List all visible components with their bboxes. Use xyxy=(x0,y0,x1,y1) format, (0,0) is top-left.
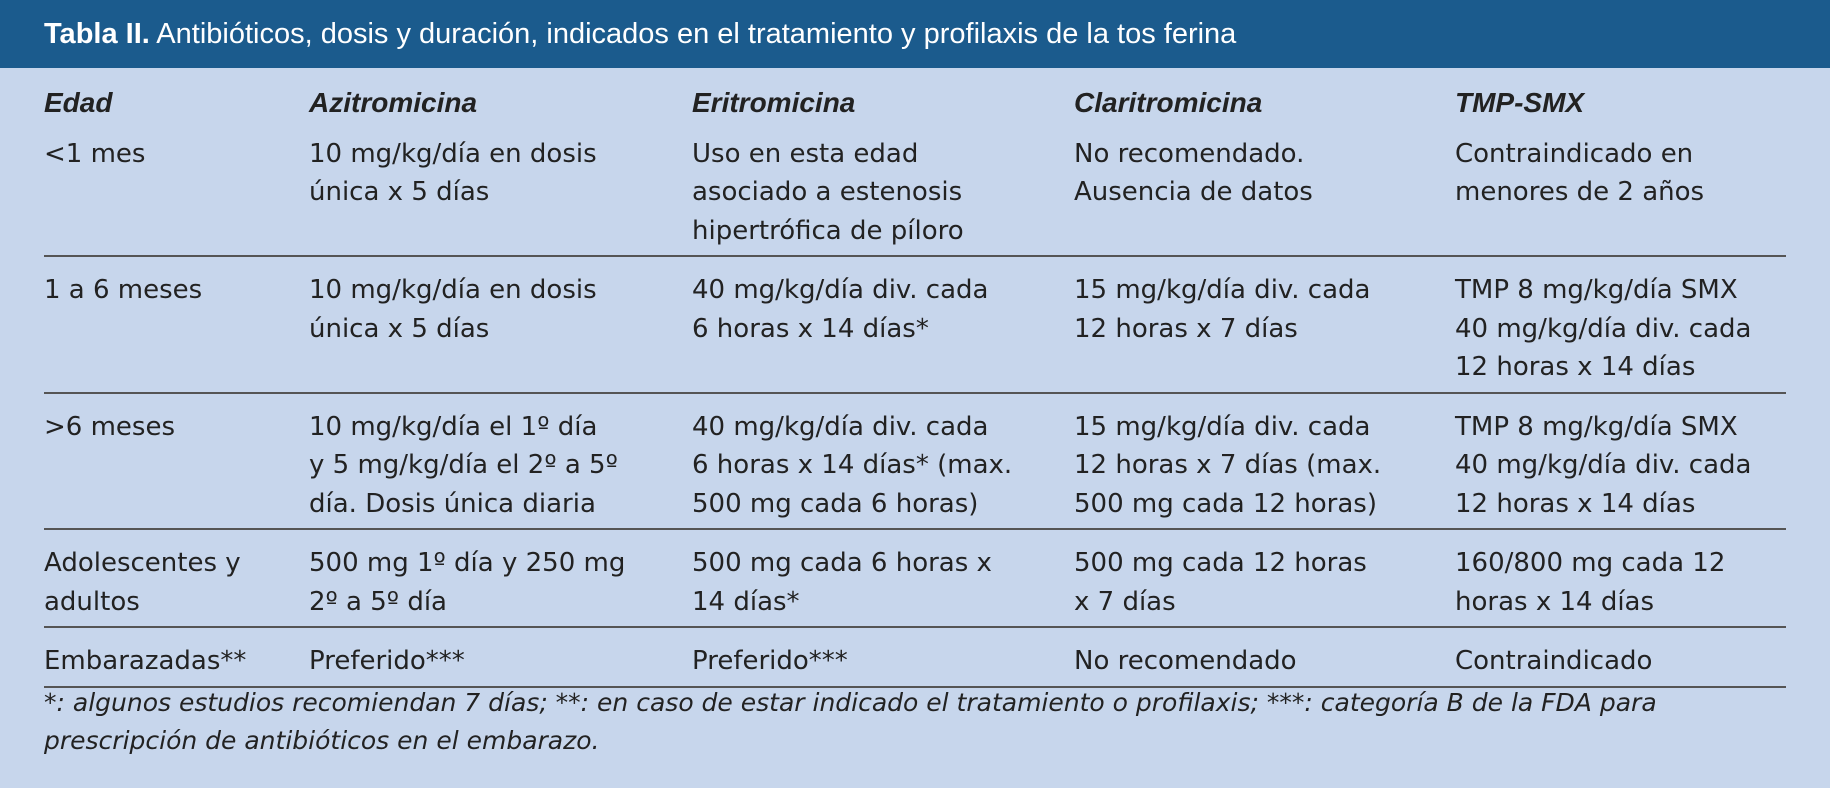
cell-line: y 5 mg/kg/día el 2º a 5º xyxy=(309,450,618,480)
cell-line: hipertrófica de píloro xyxy=(692,215,964,246)
table-cell: Adolescentes y adultos xyxy=(44,529,309,627)
cell-line: única x 5 días xyxy=(309,313,490,344)
cell-line: 10 mg/kg/día en dosis xyxy=(309,138,597,169)
footnote-line: prescripción de antibióticos en el embar… xyxy=(44,726,600,755)
table-cell: >6 meses xyxy=(44,393,309,530)
cell-line: única x 5 días xyxy=(309,177,490,207)
cell-line: menores de 2 años xyxy=(1455,177,1705,207)
cell-line: TMP 8 mg/kg/día SMX xyxy=(1455,411,1738,442)
cell-line: 500 mg cada 6 horas x xyxy=(692,548,992,578)
table-row: Embarazadas** Preferido*** Preferido*** No … xyxy=(44,627,1786,687)
cell-line: 40 mg/kg/día div. cada xyxy=(692,411,989,442)
table-cell: <1 mes xyxy=(44,135,309,257)
cell-line: adultos xyxy=(44,586,140,617)
table-label: Tabla II. xyxy=(44,18,150,50)
table-cell: 10 mg/kg/día en dosis única x 5 días xyxy=(309,256,692,393)
cell-line: Contraindicado xyxy=(1455,646,1653,676)
cell-line: 10 mg/kg/día el 1º día xyxy=(309,411,598,442)
table-cell: 1 a 6 meses xyxy=(44,256,309,393)
cell-line: 12 horas x 14 días xyxy=(1455,352,1696,382)
table-row: 1 a 6 meses 10 mg/kg/día en dosis única x … xyxy=(44,256,1786,393)
cell-line: Uso en esta edad xyxy=(692,138,919,169)
cell-line: x 7 días xyxy=(1074,586,1176,617)
header-row: Edad Azitromicina Eritromicina Claritromici… xyxy=(44,68,1786,135)
cell-line: 6 horas x 14 días* (max. xyxy=(692,450,1013,480)
dosage-table: Edad Azitromicina Eritromicina Claritromici… xyxy=(44,68,1786,688)
cell-line: 12 horas x 7 días (max. xyxy=(1074,450,1382,480)
cell-line: 40 mg/kg/día div. cada xyxy=(1455,450,1752,480)
cell-line: 1 a 6 meses xyxy=(44,275,203,305)
table-cell: Preferido*** xyxy=(309,627,692,687)
cell-line: 500 mg cada 12 horas) xyxy=(1074,488,1377,519)
cell-line: 2º a 5º día xyxy=(309,586,447,617)
cell-line: asociado a estenosis xyxy=(692,177,963,207)
table-cell: 10 mg/kg/día el 1º día y 5 mg/kg/día el 2… xyxy=(309,393,692,530)
cell-line: 500 mg cada 12 horas xyxy=(1074,548,1367,578)
cell-line: 10 mg/kg/día en dosis xyxy=(309,275,597,305)
table-cell: 500 mg cada 6 horas x 14 días* xyxy=(692,529,1074,627)
cell-line: 12 horas x 7 días xyxy=(1074,313,1298,344)
column-header: Claritromicina xyxy=(1074,87,1263,118)
cell-line: Contraindicado en xyxy=(1455,138,1694,169)
cell-line: Adolescentes y xyxy=(44,548,241,578)
cell-line: No recomendado xyxy=(1074,646,1297,676)
cell-line: 500 mg cada 6 horas) xyxy=(692,488,979,519)
cell-line: 500 mg 1º día y 250 mg xyxy=(309,548,626,578)
table-cell: 500 mg cada 12 horas x 7 días xyxy=(1074,529,1455,627)
column-header: Azitromicina xyxy=(309,87,478,118)
table-cell: 160/800 mg cada 12 horas x 14 días xyxy=(1455,529,1786,627)
table-cell: 15 mg/kg/día div. cada 12 horas x 7 días … xyxy=(1074,393,1455,530)
cell-line: <1 mes xyxy=(44,138,146,169)
table-title: Antibióticos, dosis y duración, indicado… xyxy=(156,18,1237,50)
cell-line: Preferido*** xyxy=(692,646,848,676)
table-body: <1 mes 10 mg/kg/día en dosis única x 5 día… xyxy=(44,135,1786,687)
table-cell: Preferido*** xyxy=(692,627,1074,687)
cell-line: Embarazadas** xyxy=(44,646,247,676)
table-cell: No recomendado xyxy=(1074,627,1455,687)
cell-line: TMP 8 mg/kg/día SMX xyxy=(1455,275,1738,305)
footnote: *: algunos estudios recomiendan 7 días; … xyxy=(44,684,1657,760)
column-header: Edad xyxy=(44,87,113,118)
table-row: >6 meses 10 mg/kg/día el 1º día y 5 mg/kg/… xyxy=(44,393,1786,530)
cell-line: 15 mg/kg/día div. cada xyxy=(1074,275,1371,305)
table-cell: 500 mg 1º día y 250 mg 2º a 5º día xyxy=(309,529,692,627)
cell-line: 6 horas x 14 días* xyxy=(692,313,929,344)
table-cell: Embarazadas** xyxy=(44,627,309,687)
footnote-line: *: algunos estudios recomiendan 7 días; … xyxy=(44,688,1657,717)
header: Tabla II. Antibióticos, dosis y duración… xyxy=(0,0,1830,68)
table-cell: 40 mg/kg/día div. cada 6 horas x 14 días* xyxy=(692,256,1074,393)
table-cell: TMP 8 mg/kg/día SMX 40 mg/kg/día div. cad… xyxy=(1455,256,1786,393)
column-header: TMP-SMX xyxy=(1455,87,1585,118)
table-row: Adolescentes y adultos 500 mg 1º día y 250… xyxy=(44,529,1786,627)
cell-line: Ausencia de datos xyxy=(1074,177,1313,207)
cell-line: >6 meses xyxy=(44,411,176,442)
column-header: Eritromicina xyxy=(692,87,856,118)
cell-line: horas x 14 días xyxy=(1455,586,1655,617)
table-cell: 15 mg/kg/día div. cada 12 horas x 7 días xyxy=(1074,256,1455,393)
cell-line: día. Dosis única diaria xyxy=(309,488,596,519)
table-cell: 40 mg/kg/día div. cada 6 horas x 14 días*… xyxy=(692,393,1074,530)
cell-line: 160/800 mg cada 12 xyxy=(1455,548,1726,578)
cell-line: 40 mg/kg/día div. cada xyxy=(692,275,989,305)
cell-line: 40 mg/kg/día div. cada xyxy=(1455,313,1752,344)
table-cell: No recomendado. Ausencia de datos xyxy=(1074,135,1455,257)
cell-line: Preferido*** xyxy=(309,646,465,676)
table-cell: 10 mg/kg/día en dosis única x 5 días xyxy=(309,135,692,257)
table-cell: TMP 8 mg/kg/día SMX 40 mg/kg/día div. cad… xyxy=(1455,393,1786,530)
cell-line: 12 horas x 14 días xyxy=(1455,488,1696,519)
cell-line: 14 días* xyxy=(692,586,800,617)
table-cell: Contraindicado en menores de 2 años xyxy=(1455,135,1786,257)
table-cell: Uso en esta edad asociado a estenosis hipe… xyxy=(692,135,1074,257)
cell-line: No recomendado. xyxy=(1074,138,1305,169)
table-row: <1 mes 10 mg/kg/día en dosis única x 5 día… xyxy=(44,135,1786,257)
cell-line: 15 mg/kg/día div. cada xyxy=(1074,411,1371,442)
table-cell: Contraindicado xyxy=(1455,627,1786,687)
